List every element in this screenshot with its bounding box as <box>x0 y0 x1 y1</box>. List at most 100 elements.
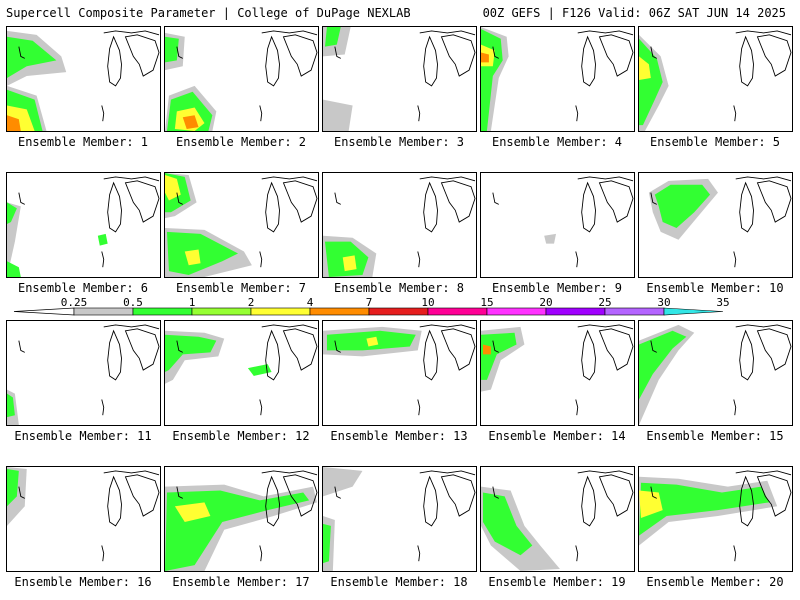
ensemble-member-label: Ensemble Member: 18 <box>330 575 468 589</box>
scp-contour-fill <box>654 184 711 228</box>
scp-contour-fill <box>324 27 341 47</box>
legend-tick-label: 7 <box>365 296 373 309</box>
lake-winnebago-outline <box>334 46 341 59</box>
lake-winnebago-outline <box>176 486 183 499</box>
scp-field-map <box>165 173 318 277</box>
legend-color-segment <box>427 307 488 316</box>
great-lakes-outline <box>261 324 318 381</box>
great-lakes-outline <box>419 30 476 87</box>
legend-tick-label: 35 <box>716 296 730 309</box>
legend-tick-label: 4 <box>306 296 314 309</box>
state-border-line <box>575 251 579 268</box>
ensemble-map-panel <box>638 466 793 572</box>
great-lakes-outline <box>261 30 318 87</box>
great-lakes-outline <box>103 176 160 233</box>
scp-contour-fill <box>7 393 15 418</box>
color-scale-legend: 0.25 0.5 1 2 4 7 10 15 20 25 30 35 <box>0 296 800 322</box>
scp-contour-fill <box>7 202 17 225</box>
lake-winnebago-outline <box>334 486 341 499</box>
scp-contour-fill <box>7 261 21 277</box>
lake-winnebago-outline <box>334 192 341 205</box>
legend-tick-label: 2 <box>247 296 255 309</box>
ensemble-map-panel <box>322 466 477 572</box>
scp-field-map <box>323 27 476 131</box>
ensemble-member-label: Ensemble Member: 4 <box>491 135 623 149</box>
great-lakes-outline <box>261 176 318 233</box>
scp-contour-fill <box>639 330 687 400</box>
scp-field-map <box>323 176 476 277</box>
scp-contour-fill <box>7 115 21 131</box>
legend-color-segment <box>545 307 606 316</box>
ensemble-member-label: Ensemble Member: 3 <box>333 135 465 149</box>
ensemble-member-label: Ensemble Member: 13 <box>330 429 468 443</box>
state-border-line <box>733 399 737 416</box>
legend-color-segment <box>368 307 429 316</box>
ensemble-map-panel <box>480 320 635 426</box>
scp-contour-fill <box>482 492 533 556</box>
lake-winnebago-outline <box>176 46 183 59</box>
ensemble-map-panel <box>164 172 319 278</box>
lake-winnebago-outline <box>334 340 341 353</box>
great-lakes-outline <box>577 470 634 527</box>
great-lakes-outline <box>735 176 792 233</box>
legend-tick-label: 0.25 <box>60 296 88 309</box>
great-lakes-outline <box>103 324 160 381</box>
scp-field-map <box>639 324 792 425</box>
lake-winnebago-outline <box>18 192 25 205</box>
scp-field-map <box>639 30 792 131</box>
ensemble-map-panel <box>480 466 635 572</box>
great-lakes-outline <box>261 470 318 527</box>
scp-contour-fill <box>7 468 19 507</box>
ensemble-map-panel <box>164 26 319 132</box>
ensemble-member-label: Ensemble Member: 2 <box>175 135 307 149</box>
scp-contour-fill <box>323 467 363 497</box>
state-border-line <box>733 105 737 122</box>
state-border-line <box>417 545 421 562</box>
scp-contour-fill <box>165 490 310 571</box>
scp-contour-fill <box>639 482 770 536</box>
state-border-line <box>575 399 579 416</box>
scp-field-map <box>481 324 634 416</box>
great-lakes-outline <box>577 324 634 381</box>
legend-tick-label: 20 <box>539 296 553 309</box>
ensemble-member-label: Ensemble Member: 14 <box>488 429 626 443</box>
legend-tick-label: 15 <box>480 296 494 309</box>
color-scale-bar <box>13 307 724 316</box>
legend-color-segment <box>250 307 311 316</box>
scp-field-map <box>7 30 160 131</box>
lake-winnebago-outline <box>650 192 657 205</box>
scp-contour-fill <box>97 233 108 246</box>
scp-contour-fill <box>323 99 353 131</box>
legend-color-segment <box>73 307 134 316</box>
state-border-line <box>575 105 579 122</box>
scp-contour-fill <box>184 249 201 266</box>
legend-color-segment <box>191 307 252 316</box>
great-lakes-outline <box>577 176 634 233</box>
state-border-line <box>259 251 263 268</box>
scp-field-map <box>492 176 634 268</box>
ensemble-member-label: Ensemble Member: 20 <box>646 575 784 589</box>
scp-field-map <box>7 176 160 277</box>
lake-winnebago-outline <box>492 486 499 499</box>
ensemble-map-panel <box>6 172 161 278</box>
scp-contour-fill <box>165 36 179 63</box>
lake-winnebago-outline <box>176 192 183 205</box>
lake-winnebago-outline <box>650 340 657 353</box>
great-lakes-outline <box>103 30 160 87</box>
legend-color-segment <box>604 307 665 316</box>
ensemble-map-panel <box>480 26 635 132</box>
great-lakes-outline <box>577 30 634 87</box>
ensemble-map-panel <box>638 320 793 426</box>
ensemble-member-label: Ensemble Member: 16 <box>14 575 152 589</box>
scp-contour-fill <box>639 490 663 519</box>
ensemble-map-panel <box>322 320 477 426</box>
state-border-line <box>259 105 263 122</box>
lake-winnebago-outline <box>650 486 657 499</box>
ensemble-map-panel <box>6 466 161 572</box>
scp-contour-fill <box>174 502 211 522</box>
lake-winnebago-outline <box>18 46 25 59</box>
ensemble-map-panel <box>164 320 319 426</box>
state-border-line <box>417 399 421 416</box>
great-lakes-outline <box>735 470 792 527</box>
great-lakes-outline <box>735 30 792 87</box>
